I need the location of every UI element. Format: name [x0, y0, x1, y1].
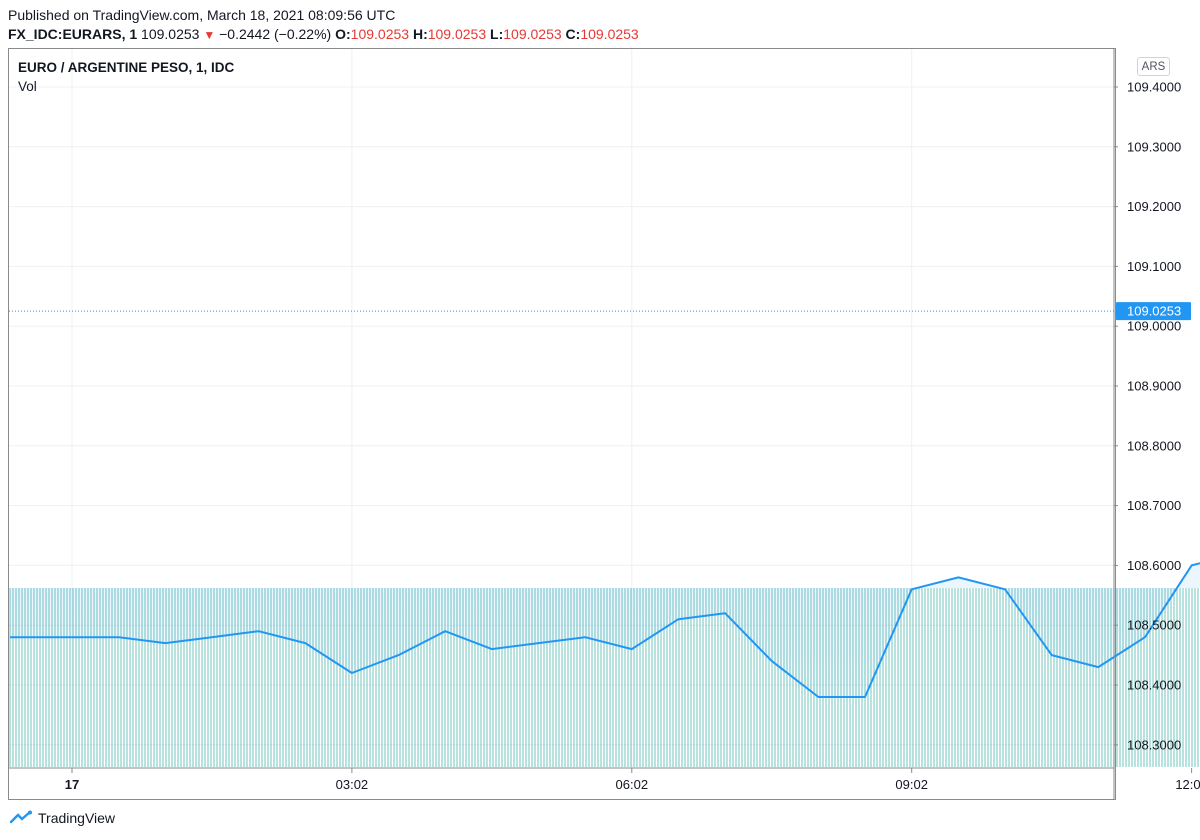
x-tick-label: 06:02	[616, 777, 649, 792]
x-tick-label: 17	[65, 777, 79, 792]
y-tick-label: 109.0000	[1127, 319, 1181, 334]
x-tick-label: 12:02	[1175, 777, 1200, 792]
y-tick-label: 108.8000	[1127, 438, 1181, 453]
y-tick-label: 109.3000	[1127, 139, 1181, 154]
y-tick-label: 109.2000	[1127, 199, 1181, 214]
x-tick-label: 03:02	[336, 777, 369, 792]
grid-lines	[9, 49, 1114, 768]
last-price-marker: 109.0253	[9, 302, 1191, 321]
chart-title: EURO / ARGENTINE PESO, 1, IDC	[18, 60, 235, 75]
price-area	[9, 562, 1200, 698]
footer-brand[interactable]: TradingView	[10, 810, 115, 826]
y-tick-label: 108.6000	[1127, 558, 1181, 573]
quote-line: FX_IDC:EURARS, 1 109.0253 ▼ −0.2442 (−0.…	[8, 26, 639, 42]
low-value: 109.0253	[503, 26, 562, 42]
brand-name: TradingView	[38, 810, 116, 826]
y-tick-label: 108.3000	[1127, 737, 1181, 752]
symbol-label[interactable]: FX_IDC:EURARS, 1	[8, 26, 138, 42]
open-label: O:	[335, 26, 351, 42]
volume-label: Vol	[18, 79, 37, 94]
low-label: L:	[490, 26, 504, 42]
y-tick-label: 109.4000	[1127, 80, 1181, 95]
x-tick-label: 09:02	[895, 777, 928, 792]
high-value: 109.0253	[427, 26, 487, 42]
y-tick-label: 108.5000	[1127, 618, 1181, 633]
last-price: 109.0253	[141, 26, 200, 42]
price-area-fill	[10, 563, 1200, 697]
price-line	[10, 562, 1200, 698]
last-price-badge	[1116, 302, 1191, 321]
last-price-badge-label: 109.0253	[1127, 304, 1181, 319]
open-value: 109.0253	[350, 26, 410, 42]
y-tick-label: 108.4000	[1127, 678, 1181, 693]
down-arrow-icon: ▼	[203, 28, 216, 42]
tradingview-logo-icon	[10, 810, 32, 824]
y-tick-label: 109.1000	[1127, 259, 1181, 274]
close-label: C:	[565, 26, 581, 42]
y-tick-label: 108.9000	[1127, 379, 1181, 394]
time-axis[interactable]: 1703:0206:0209:0212:0215:0218:0221:02180…	[9, 767, 1200, 792]
high-label: H:	[412, 26, 428, 42]
price-change: −0.2442 (−0.22%)	[219, 26, 332, 42]
close-value: 109.0253	[580, 26, 639, 42]
y-tick-label: 108.7000	[1127, 498, 1181, 513]
currency-badge[interactable]: ARS	[1137, 57, 1170, 76]
published-note: Published on TradingView.com, March 18, …	[8, 7, 396, 23]
chart-frame	[8, 48, 1116, 800]
price-axis[interactable]: 109.4000 109.3000 109.2000 109.1000 109.0000…	[1113, 49, 1181, 799]
